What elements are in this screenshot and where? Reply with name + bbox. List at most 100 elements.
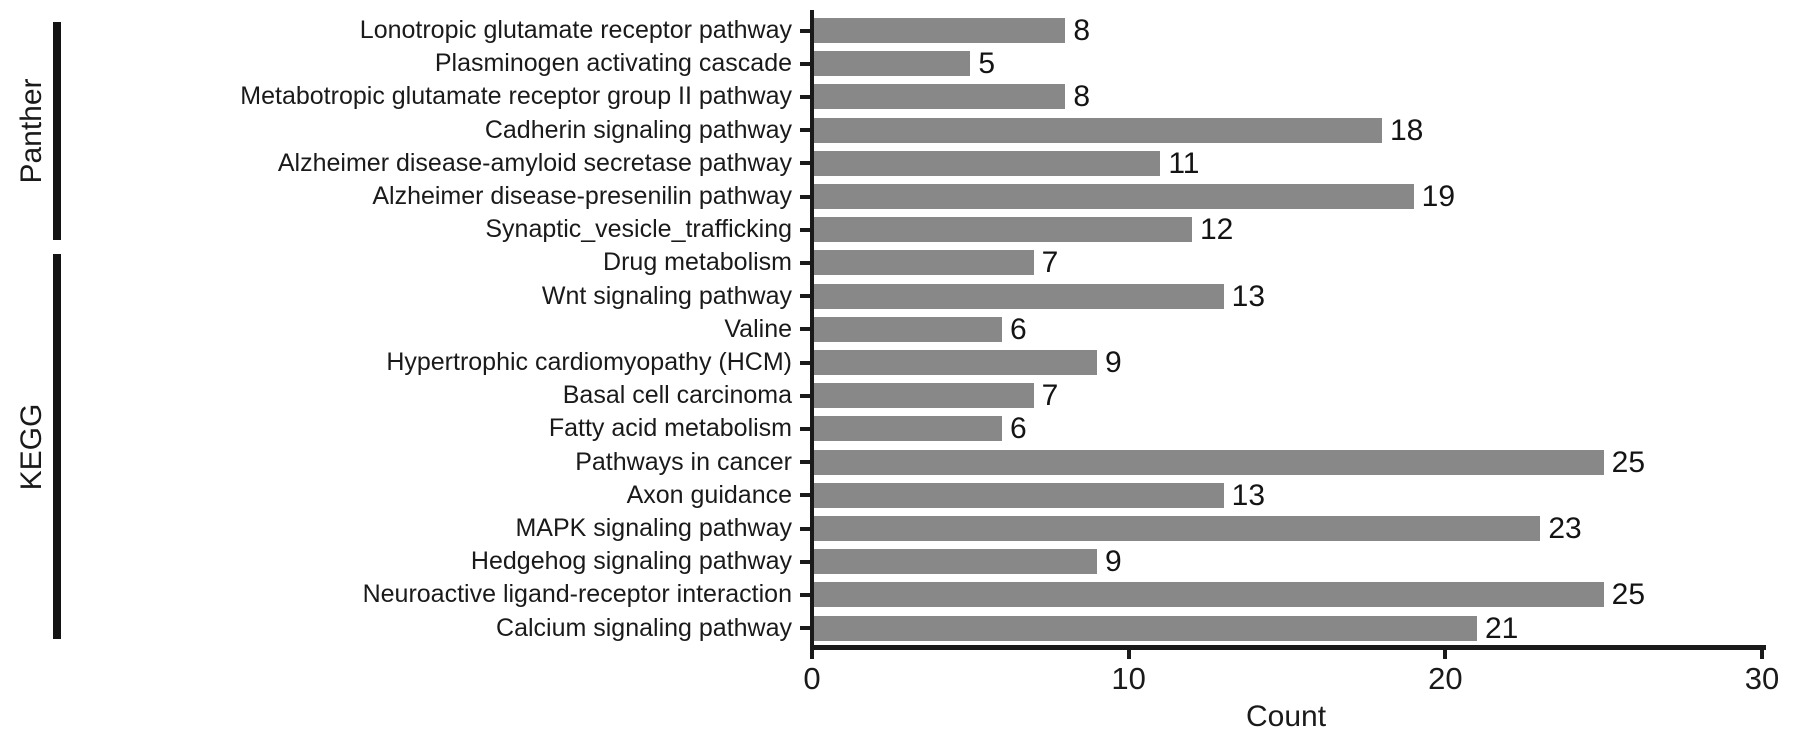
x-axis-tick (1760, 650, 1764, 659)
chart-row: Neuroactive ligand-receptor interaction … (0, 578, 1795, 611)
category-label: MAPK signaling pathway (515, 514, 792, 542)
value-label: 19 (1421, 180, 1456, 213)
chart-row: Plasminogen activating cascade 5 (0, 47, 1795, 80)
y-axis-tick (800, 493, 810, 498)
chart-row: Hedgehog signaling pathway 9 (0, 545, 1795, 578)
bar (812, 117, 1382, 143)
bar (812, 84, 1066, 110)
y-axis-tick (800, 194, 810, 199)
category-label: Valine (724, 314, 792, 343)
y-axis-tick (800, 294, 810, 299)
bar (812, 582, 1604, 608)
x-axis-line (810, 645, 1766, 650)
category-label: Alzheimer disease-presenilin pathway (372, 182, 792, 210)
x-axis-tick-label: 30 (1744, 661, 1780, 696)
bar (812, 51, 971, 77)
category-label: Axon guidance (626, 480, 792, 509)
chart-row: Wnt signaling pathway 13 (0, 280, 1795, 313)
category-label: Wnt signaling pathway (541, 281, 792, 310)
category-label: Alzheimer disease-amyloid secretase path… (277, 148, 792, 177)
chart-row: Basal cell carcinoma 7 (0, 379, 1795, 412)
value-label: 9 (1105, 346, 1122, 379)
y-axis-tick (800, 61, 810, 66)
value-label: 6 (1010, 412, 1027, 446)
y-axis-tick (800, 128, 810, 133)
category-label: Metabotropic glutamate receptor group II… (240, 82, 792, 111)
bar (812, 482, 1224, 508)
bar (812, 250, 1034, 276)
chart-row: Metabotropic glutamate receptor group II… (0, 80, 1795, 113)
x-axis-tick (810, 650, 814, 659)
y-axis-tick (800, 526, 810, 531)
y-axis-tick (800, 94, 810, 99)
x-axis-tick-label: 10 (1111, 661, 1146, 696)
y-axis-tick (800, 360, 810, 365)
value-label: 12 (1200, 213, 1234, 247)
category-label: Basal cell carcinoma (562, 381, 792, 410)
category-label: Synaptic_vesicle_trafficking (485, 215, 792, 244)
chart-row: Valine 6 (0, 313, 1795, 346)
chart-row: Lonotropic glutamate receptor pathway 8 (0, 14, 1795, 47)
bar (812, 549, 1097, 575)
value-label: 11 (1168, 146, 1200, 180)
chart-row: Synaptic_vesicle_trafficking 12 (0, 213, 1795, 246)
value-label: 8 (1073, 80, 1091, 114)
value-label: 7 (1041, 246, 1059, 280)
bar (812, 283, 1224, 309)
value-label: 5 (978, 47, 996, 81)
bar (812, 150, 1161, 176)
bar (812, 217, 1192, 243)
chart-row: Fatty acid metabolism 6 (0, 412, 1795, 445)
value-label: 18 (1390, 113, 1424, 147)
category-label: Calcium signaling pathway (496, 613, 792, 642)
bar (812, 18, 1066, 44)
y-axis-tick (800, 260, 810, 265)
value-label: 7 (1041, 379, 1059, 413)
bar (812, 316, 1002, 342)
value-label: 13 (1231, 279, 1266, 313)
chart-row: Alzheimer disease-amyloid secretase path… (0, 147, 1795, 180)
y-axis-tick (800, 161, 810, 166)
bar (812, 449, 1604, 475)
category-label: Cadherin signaling pathway (484, 115, 792, 144)
value-label: 8 (1073, 14, 1091, 47)
y-axis-tick (800, 626, 810, 631)
bar (812, 615, 1477, 641)
value-label: 13 (1231, 478, 1266, 512)
chart-row: Hypertrophic cardiomyopathy (HCM) 9 (0, 346, 1795, 379)
category-label: Neuroactive ligand-receptor interaction (362, 580, 792, 609)
x-axis-tick-label: 20 (1428, 661, 1463, 696)
y-axis-line (810, 10, 814, 650)
group-bracket (53, 254, 61, 639)
bar (812, 350, 1097, 376)
category-label: Drug metabolism (603, 248, 792, 277)
category-label: Lonotropic glutamate receptor pathway (359, 16, 792, 44)
value-label: 9 (1105, 545, 1122, 579)
category-label: Fatty acid metabolism (548, 414, 792, 443)
chart-row: MAPK signaling pathway 23 (0, 512, 1795, 545)
x-axis-tick-label: 0 (803, 661, 821, 696)
y-axis-tick (800, 327, 810, 332)
y-axis-tick (800, 426, 810, 431)
x-axis-tick (1443, 650, 1448, 659)
y-axis-tick (800, 227, 810, 232)
value-label: 21 (1485, 611, 1519, 645)
y-axis-tick (800, 28, 810, 33)
x-axis-tick (1126, 650, 1131, 659)
category-label: Hedgehog signaling pathway (470, 547, 792, 576)
chart-row: Axon guidance 13 (0, 479, 1795, 512)
chart-row: Pathways in cancer 25 (0, 446, 1795, 479)
bar (812, 184, 1414, 210)
value-label: 23 (1548, 512, 1582, 545)
y-axis-tick (800, 559, 810, 564)
y-axis-tick (800, 393, 810, 398)
chart-row: Alzheimer disease-presenilin pathway 19 (0, 180, 1795, 213)
y-axis-tick (800, 460, 810, 465)
group-bracket (53, 22, 61, 241)
category-label: Pathways in cancer (575, 447, 792, 476)
x-axis-title: Count (1245, 700, 1327, 733)
bar (812, 383, 1034, 409)
bar (812, 416, 1002, 442)
value-label: 25 (1611, 445, 1646, 479)
